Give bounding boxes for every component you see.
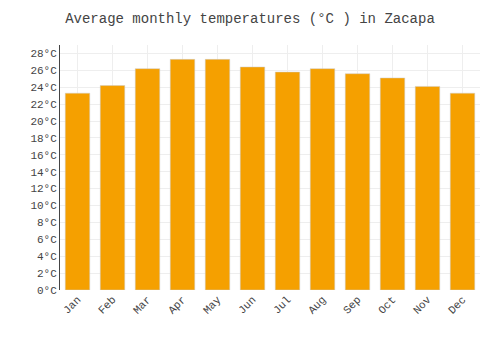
svg-text:22°C: 22°C [30, 99, 57, 111]
svg-text:14°C: 14°C [30, 167, 57, 179]
svg-text:Aug: Aug [306, 294, 328, 316]
svg-text:Feb: Feb [96, 294, 118, 316]
svg-text:16°C: 16°C [30, 150, 57, 162]
svg-text:10°C: 10°C [30, 200, 57, 212]
svg-text:24°C: 24°C [30, 82, 57, 94]
svg-text:26°C: 26°C [30, 65, 57, 77]
svg-text:18°C: 18°C [30, 133, 57, 145]
svg-text:Average monthly temperatures (: Average monthly temperatures (°C ) in Za… [65, 11, 435, 27]
svg-text:6°C: 6°C [37, 234, 57, 246]
svg-text:28°C: 28°C [30, 48, 57, 60]
svg-text:8°C: 8°C [37, 217, 57, 229]
svg-text:12°C: 12°C [30, 183, 57, 195]
svg-text:Nov: Nov [411, 294, 434, 317]
svg-text:2°C: 2°C [37, 268, 57, 280]
svg-text:Apr: Apr [166, 294, 188, 316]
svg-text:0°C: 0°C [37, 285, 57, 297]
svg-text:Jun: Jun [236, 294, 258, 316]
svg-text:Jul: Jul [271, 294, 293, 316]
svg-text:Jan: Jan [61, 294, 83, 316]
svg-text:May: May [201, 294, 224, 317]
svg-text:Sep: Sep [341, 294, 363, 316]
svg-text:Oct: Oct [376, 294, 398, 316]
svg-text:Dec: Dec [446, 294, 468, 316]
svg-text:Mar: Mar [131, 294, 153, 316]
svg-text:4°C: 4°C [37, 251, 57, 263]
svg-text:20°C: 20°C [30, 116, 57, 128]
